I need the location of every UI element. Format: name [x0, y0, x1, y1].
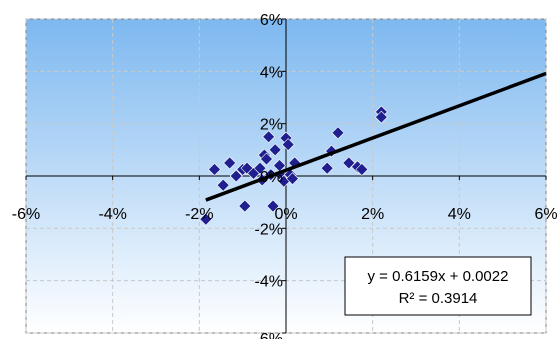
data-point: [229, 169, 243, 183]
x-tick-label: 4%: [448, 206, 471, 223]
x-tick-label: 0%: [274, 206, 297, 223]
y-tick-label: 0%: [260, 169, 283, 186]
data-point: [331, 126, 345, 140]
x-tick-label: 2%: [361, 206, 384, 223]
equation-box-frame: [344, 256, 532, 316]
data-point: [355, 163, 369, 176]
data-points: [199, 105, 388, 226]
y-tick-label: 2%: [260, 117, 283, 134]
data-point: [281, 138, 295, 152]
data-point: [268, 143, 282, 157]
equation-box: y = 0.6159x + 0.0022 R² = 0.3914: [344, 256, 532, 316]
data-point: [266, 199, 280, 213]
data-point: [320, 161, 334, 175]
data-point: [342, 156, 356, 170]
x-tick-label: 6%: [534, 206, 557, 223]
data-point: [199, 212, 213, 226]
x-tick-label: -6%: [12, 206, 40, 223]
r-squared-label: R² = 0.3914: [399, 290, 478, 307]
data-point: [325, 144, 338, 158]
data-point: [262, 130, 276, 144]
trendline-group: [205, 71, 547, 202]
tick-labels: -6%-4%-2%0%2%4%6%-6%-4%-2%0%2%4%6%: [12, 12, 558, 339]
trendline: [205, 71, 547, 202]
data-point: [286, 172, 299, 186]
data-point: [374, 110, 388, 124]
x-tick-label: -4%: [98, 206, 126, 223]
y-tick-label: -6%: [255, 331, 283, 339]
data-point: [260, 152, 273, 166]
data-point: [288, 156, 302, 170]
data-point: [223, 156, 237, 170]
data-point: [253, 161, 267, 175]
data-point: [216, 178, 230, 192]
trendline-equation: y = 0.6159x + 0.0022: [368, 268, 509, 285]
data-point: [238, 199, 252, 213]
y-tick-label: 4%: [260, 64, 283, 81]
y-tick-label: -4%: [255, 274, 283, 291]
y-tick-label: 6%: [260, 12, 283, 29]
y-tick-label: -2%: [255, 221, 283, 238]
data-point: [208, 163, 221, 176]
x-tick-label: -2%: [185, 206, 213, 223]
